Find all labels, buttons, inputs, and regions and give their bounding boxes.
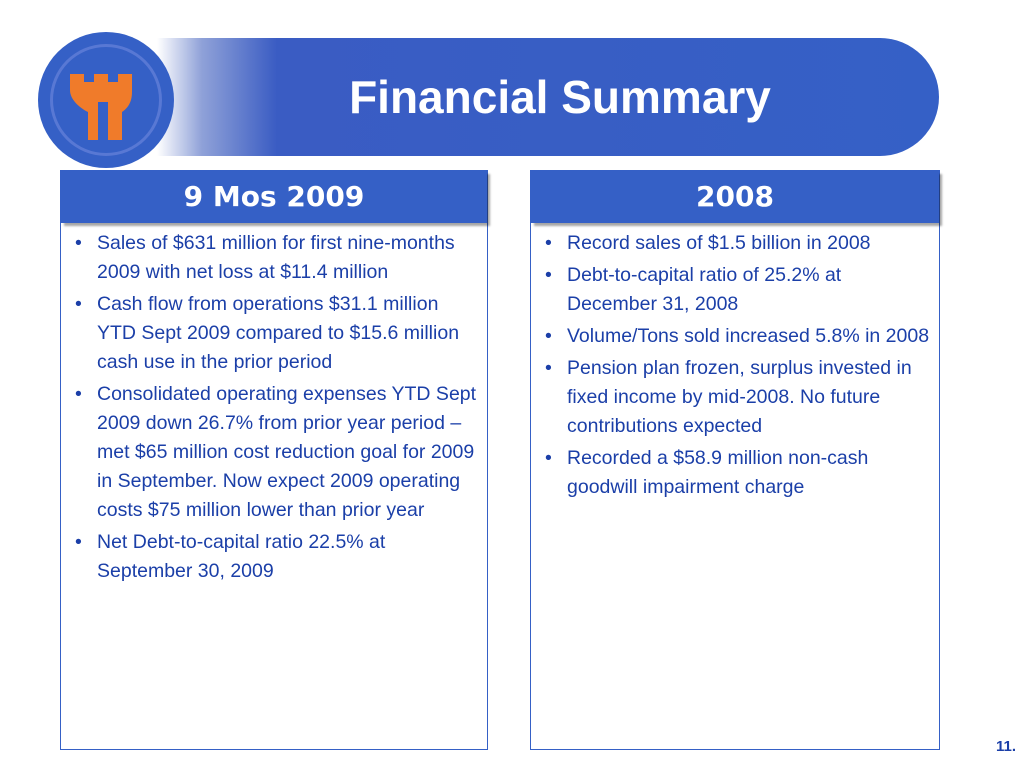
panel-2008: 2008 Record sales of $1.5 billion in 200… <box>530 170 940 750</box>
panel-heading: 2008 <box>531 171 939 223</box>
panel-heading: 9 Mos 2009 <box>61 171 487 223</box>
bullet-list: Record sales of $1.5 billion in 2008 Deb… <box>539 229 933 505</box>
page-title: Financial Summary <box>349 71 771 123</box>
page-number: 11. <box>995 738 1016 755</box>
list-item: Pension plan frozen, surplus invested in… <box>539 354 933 441</box>
list-item: Recorded a $58.9 million non-cash goodwi… <box>539 444 933 502</box>
castle-tower-logo-icon <box>70 74 132 140</box>
list-item: Volume/Tons sold increased 5.8% in 2008 <box>539 322 933 351</box>
panel-9mos-2009: 9 Mos 2009 Sales of $631 million for fir… <box>60 170 488 750</box>
title-banner <box>62 38 939 156</box>
list-item: Debt-to-capital ratio of 25.2% at Decemb… <box>539 261 933 319</box>
bullet-list: Sales of $631 million for first nine-mon… <box>69 229 481 589</box>
list-item: Net Debt-to-capital ratio 22.5% at Septe… <box>69 528 481 586</box>
list-item: Cash flow from operations $31.1 million … <box>69 290 481 377</box>
list-item: Sales of $631 million for first nine-mon… <box>69 229 481 287</box>
list-item: Consolidated operating expenses YTD Sept… <box>69 380 481 525</box>
list-item: Record sales of $1.5 billion in 2008 <box>539 229 933 258</box>
